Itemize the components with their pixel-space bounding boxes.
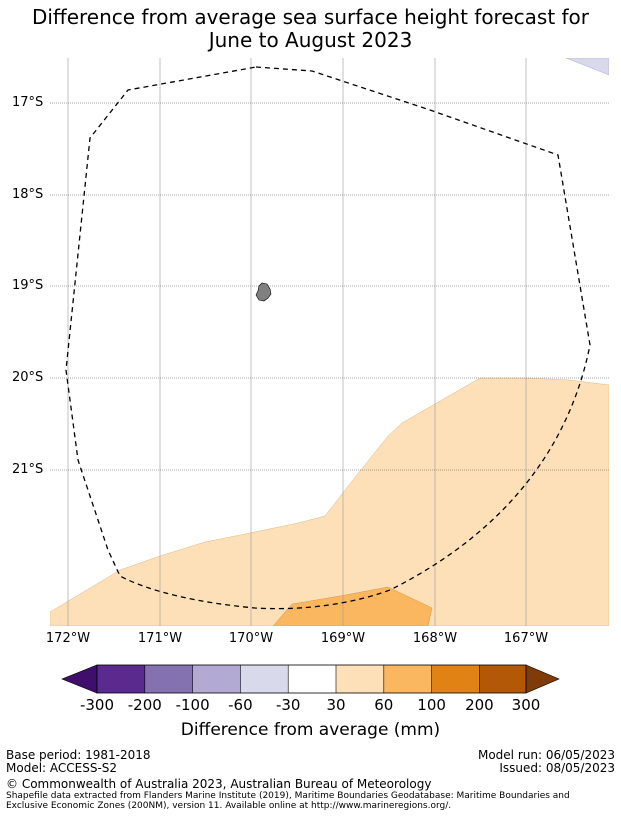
model-run-date: Model run: 06/05/2023 [477,748,615,762]
colorbar [61,664,560,694]
colorbar-bin-1 [97,665,145,693]
source-line-1: Shapefile data extracted from Flanders M… [6,791,570,801]
colorbar-label: -30 [275,696,301,714]
colorbar-label: 100 [417,696,446,714]
title-line-1: Difference from average sea surface heig… [31,5,590,29]
colorbar-bin-4 [240,665,289,693]
lat-tick-21s: 21°S [12,462,44,477]
lat-tick-18s: 18°S [12,187,44,202]
colorbar-bin-2 [144,665,193,693]
colorbar-extend-high [525,664,560,694]
anomaly-fill-60-100 [272,586,433,626]
chart-title: Difference from average sea surface heig… [0,6,621,52]
lon-tick-172w: 172°W [45,631,91,646]
gridlines [67,58,527,626]
colorbar-extend-low [61,664,98,694]
colorbar-label: -200 [127,696,162,714]
lon-tick-167w: 167°W [503,631,549,646]
colorbar-label: 200 [465,696,494,714]
colorbar-bin-5 [288,665,336,693]
colorbar-bin-3 [192,665,241,693]
colorbar-bin-6 [336,665,384,693]
anomaly-fill--60--30 [565,58,609,76]
lat-tick-17s: 17°S [12,95,44,110]
issued-date: Issued: 08/05/2023 [499,761,615,775]
colorbar-label: 60 [374,696,394,714]
colorbar-title: Difference from average (mm) [180,720,441,740]
lon-tick-168w: 168°W [412,631,458,646]
model-name: Model: ACCESS-S2 [6,761,118,775]
lon-tick-170w: 170°W [228,631,274,646]
lon-tick-169w: 169°W [320,631,366,646]
title-line-2: June to August 2023 [208,28,413,52]
colorbar-bin-8 [431,665,480,693]
lat-tick-19s: 19°S [12,278,44,293]
base-period: Base period: 1981-2018 [6,748,151,762]
copyright-notice: © Commonwealth of Australia 2023, Austra… [6,777,432,791]
colorbar-label: 30 [326,696,346,714]
lat-tick-20s: 20°S [12,370,44,385]
colorbar-bin-9 [479,665,526,693]
source-line-2: Exclusive Economic Zones (200NM), versio… [6,801,452,811]
colorbar-label: -300 [79,696,115,714]
colorbar-label: -60 [228,696,253,714]
island-shape [255,282,272,302]
anomaly-fill-30-60 [50,377,609,626]
lon-tick-171w: 171°W [137,631,183,646]
colorbar-label: 300 [511,696,541,714]
colorbar-bin-7 [383,665,432,693]
colorbar-label: -100 [175,696,210,714]
